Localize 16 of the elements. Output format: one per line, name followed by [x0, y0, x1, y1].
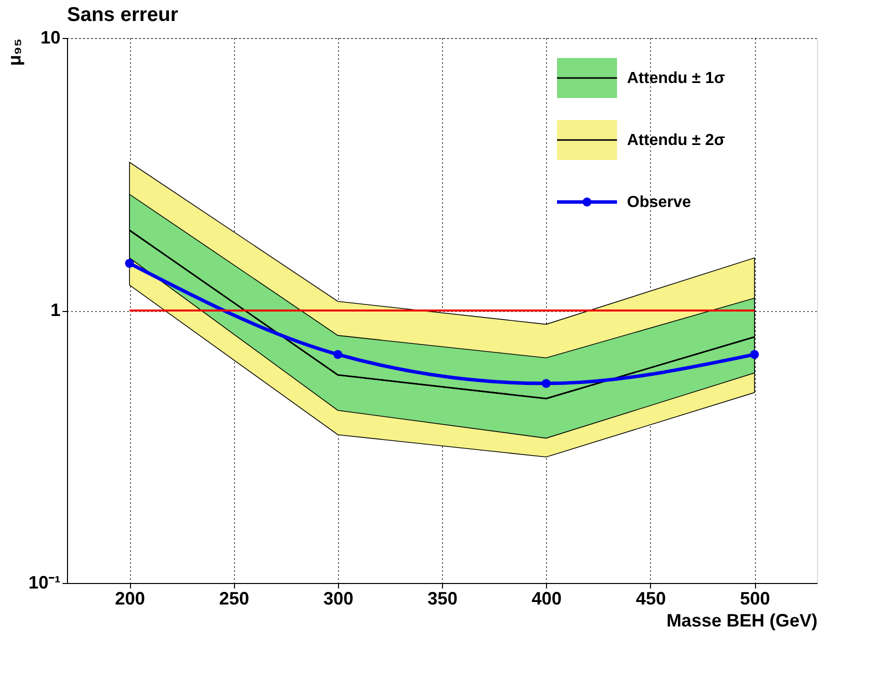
y-tick-label: 10⁻¹	[28, 572, 61, 592]
x-tick-label: 350	[427, 588, 458, 608]
legend-label: Observe	[627, 194, 692, 211]
y-tick-label: 1	[50, 300, 60, 320]
x-tick-label: 250	[219, 588, 250, 608]
x-tick-label: 450	[636, 588, 666, 608]
legend-label: Attendu ± 2σ	[627, 132, 725, 149]
x-tick-label: 400	[532, 588, 562, 608]
x-tick-label: 200	[114, 588, 146, 608]
y-tick-label: 10	[40, 28, 60, 48]
x-tick-label: 300	[323, 588, 354, 608]
chart-title: Sans erreur	[67, 4, 178, 26]
x-axis-title: Masse BEH (GeV)	[666, 610, 818, 630]
y-axis-title: μ₉₅	[4, 38, 24, 66]
legend-label: Attendu ± 1σ	[627, 70, 725, 87]
x-tick-label: 500	[740, 588, 770, 608]
